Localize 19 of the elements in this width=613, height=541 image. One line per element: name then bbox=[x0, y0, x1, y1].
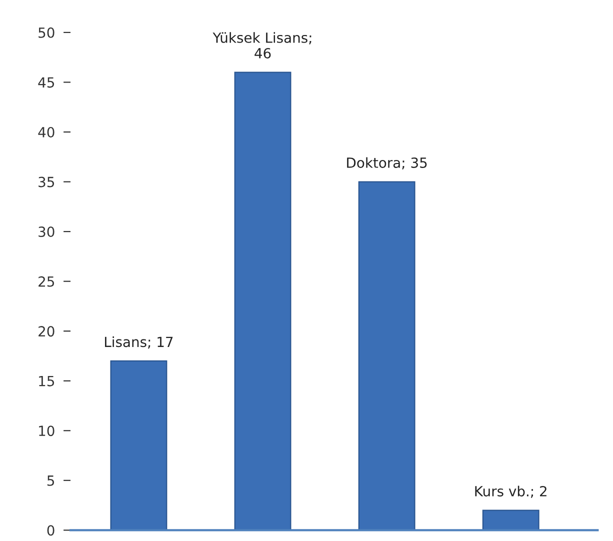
data-label: Kurs vb.; 2 bbox=[475, 486, 546, 498]
y-tick-label: 10 bbox=[39, 426, 54, 436]
data-label: Yüksek Lisans; 46 bbox=[212, 32, 312, 58]
y-tick-label: 35 bbox=[38, 176, 54, 188]
y-tick-label: 0 bbox=[47, 525, 54, 536]
y-tick-label: 40 bbox=[38, 126, 54, 138]
bar bbox=[358, 181, 416, 530]
bar bbox=[234, 72, 292, 530]
y-tick-label: 30 bbox=[38, 226, 54, 238]
y-tick-label: 45 bbox=[38, 77, 54, 88]
y-tick-label: 5 bbox=[47, 476, 54, 486]
data-label: Lisans; 17 bbox=[105, 336, 173, 349]
data-label: Doktora; 35 bbox=[347, 157, 427, 170]
y-tick-label: 15 bbox=[39, 376, 54, 386]
y-tick-label: 20 bbox=[38, 326, 54, 337]
y-tick-label: 25 bbox=[38, 276, 54, 287]
bar bbox=[110, 360, 168, 530]
bar bbox=[482, 510, 540, 530]
y-tick-label: 50 bbox=[38, 27, 54, 38]
